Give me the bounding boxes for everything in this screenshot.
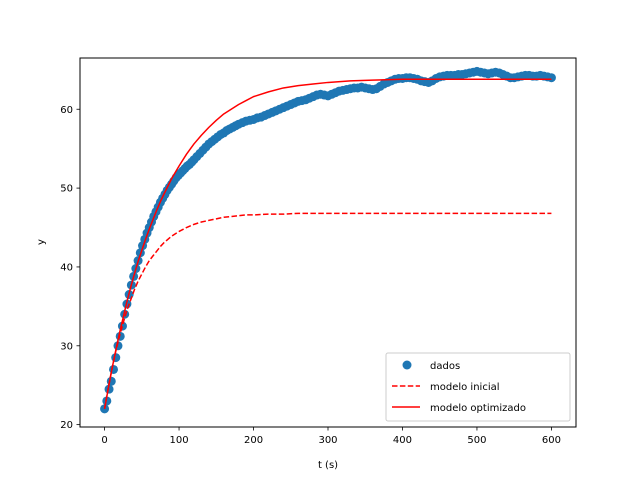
data-point bbox=[102, 396, 112, 406]
x-tick-label: 300 bbox=[318, 435, 337, 446]
data-point bbox=[546, 73, 556, 83]
data-point bbox=[109, 364, 119, 374]
series-line-modelo-optimizado bbox=[103, 78, 552, 410]
legend-label-modelo-inicial: modelo inicial bbox=[430, 382, 500, 393]
x-tick-label: 200 bbox=[244, 435, 263, 446]
y-tick-label: 50 bbox=[60, 184, 73, 195]
series-line-modelo-inicial bbox=[103, 212, 552, 409]
data-point bbox=[106, 376, 116, 386]
x-tick-label: 400 bbox=[393, 435, 412, 446]
legend-label-dados: dados bbox=[430, 361, 460, 372]
series-layer bbox=[100, 66, 556, 414]
x-tick-label: 100 bbox=[170, 435, 189, 446]
data-point bbox=[104, 384, 114, 394]
legend-box bbox=[385, 352, 571, 422]
y-axis: 20 30 40 50 60 bbox=[60, 105, 80, 431]
x-tick-label: 600 bbox=[542, 435, 561, 446]
x-tick-label: 0 bbox=[101, 435, 107, 446]
x-tick-label: 500 bbox=[467, 435, 486, 446]
legend-label-modelo-optimizado: modelo optimizado bbox=[430, 403, 526, 414]
y-tick-label: 30 bbox=[60, 341, 73, 352]
x-axis: 0 100 200 300 400 500 600 bbox=[101, 427, 561, 446]
x-axis-label: t (s) bbox=[318, 460, 338, 471]
y-tick-label: 40 bbox=[60, 262, 73, 273]
legend: dados modelo inicial modelo optimizado bbox=[385, 352, 571, 422]
y-tick-label: 20 bbox=[60, 420, 73, 431]
plot-area bbox=[79, 57, 577, 428]
y-tick-label: 60 bbox=[60, 105, 73, 116]
y-axis-label: y bbox=[36, 239, 47, 245]
legend-marker-dados bbox=[402, 360, 412, 370]
